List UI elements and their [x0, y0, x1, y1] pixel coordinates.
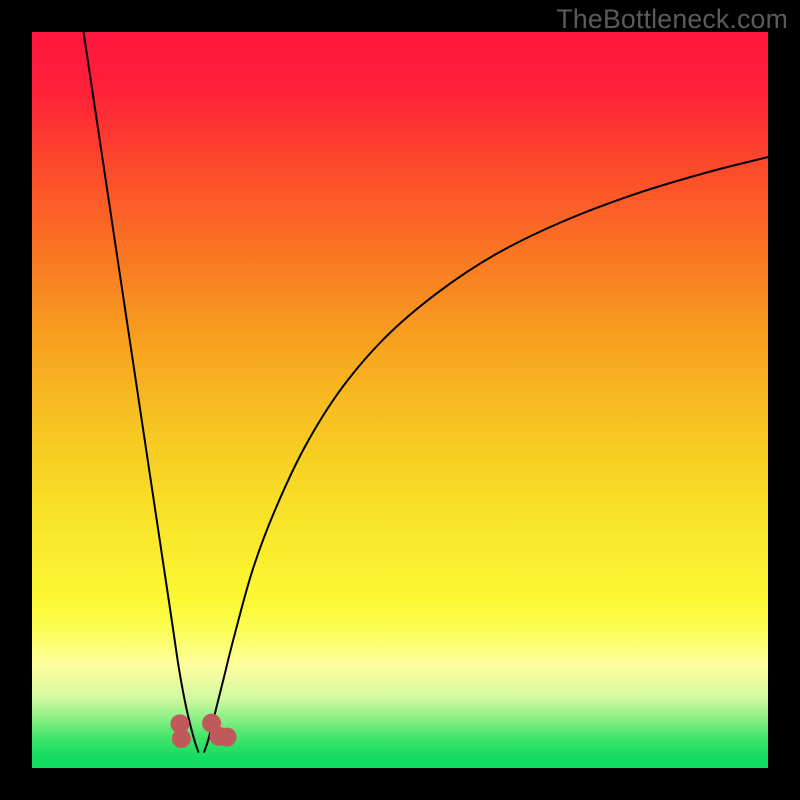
chart-background — [32, 32, 768, 768]
chart-svg — [32, 32, 768, 768]
chart-plot-area — [32, 32, 768, 768]
data-marker — [218, 728, 237, 747]
data-marker — [172, 729, 191, 748]
watermark-text: TheBottleneck.com — [556, 4, 788, 35]
